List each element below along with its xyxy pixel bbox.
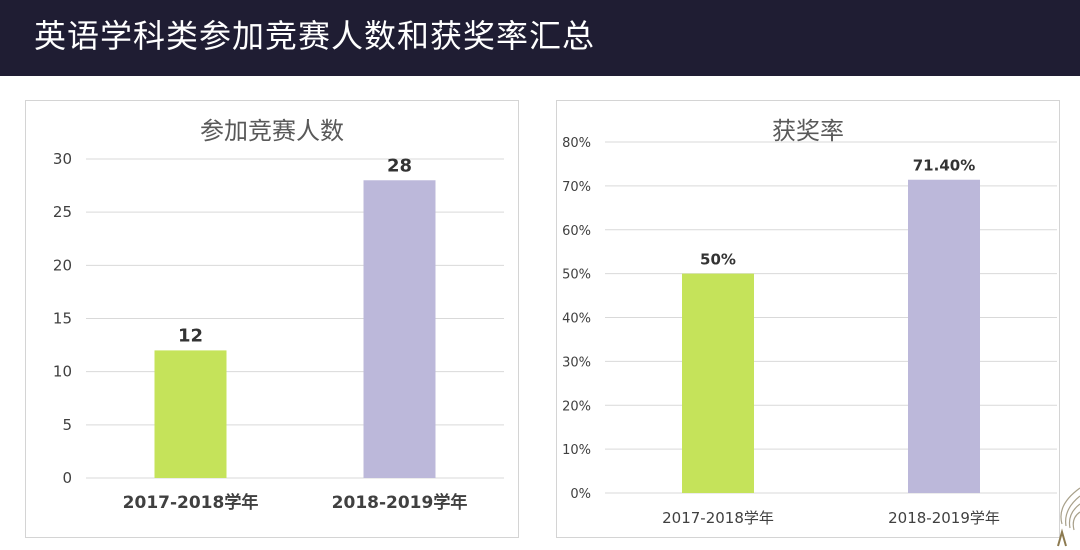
decorative-ornament [1057, 487, 1080, 547]
y-tick-label: 0% [570, 487, 591, 502]
y-tick-label: 70% [562, 180, 591, 195]
bar [908, 179, 980, 494]
y-tick-label: 25 [53, 203, 72, 221]
y-tick-label: 40% [562, 312, 591, 327]
participants-chart: 参加竞赛人数 0 5 10 15 20 25 30 12 2017-2018学年 28 2018-2… [25, 100, 519, 538]
y-tick-label: 10% [562, 443, 591, 458]
y-tick-label: 20 [53, 256, 72, 274]
y-tick-label: 15 [53, 310, 72, 328]
bar [363, 180, 436, 478]
y-tick-label: 50% [562, 268, 591, 283]
y-tick-label: 80% [562, 136, 591, 151]
x-tick-label: 2017-2018学年 [662, 509, 774, 527]
award-rate-chart-svg: 0% 10% 20% 30% 40% 50% 60% 70% 80% 50% 2017-2018学年… [562, 136, 1057, 527]
slide-title: 英语学科类参加竞赛人数和获奖率汇总 [34, 17, 596, 55]
y-tick-label: 30 [53, 150, 72, 168]
bar [154, 350, 227, 478]
data-label: 28 [387, 155, 412, 176]
y-tick-label: 10 [53, 363, 72, 381]
y-tick-label: 20% [562, 399, 591, 414]
x-tick-label: 2017-2018学年 [123, 492, 259, 513]
award-rate-chart: 获奖率 0% 10% 20% 30% 40% 50% 60% 70% 80% 50% 2017-20… [556, 100, 1060, 538]
y-tick-label: 5 [62, 416, 72, 434]
x-tick-label: 2018-2019学年 [332, 492, 468, 513]
data-label: 71.40% [913, 157, 975, 175]
y-tick-label: 60% [562, 224, 591, 239]
chart-title: 参加竞赛人数 [200, 117, 344, 145]
y-tick-label: 0 [62, 469, 72, 487]
y-tick-label: 30% [562, 355, 591, 370]
data-label: 12 [178, 325, 203, 346]
data-label: 50% [700, 251, 736, 269]
participants-chart-svg: 0 5 10 15 20 25 30 12 2017-2018学年 28 2018-2019学年 [53, 150, 504, 513]
bar [682, 273, 754, 493]
x-tick-label: 2018-2019学年 [888, 509, 1000, 527]
slide-header: 英语学科类参加竞赛人数和获奖率汇总 [0, 0, 1080, 76]
chart-title: 获奖率 [772, 117, 844, 145]
